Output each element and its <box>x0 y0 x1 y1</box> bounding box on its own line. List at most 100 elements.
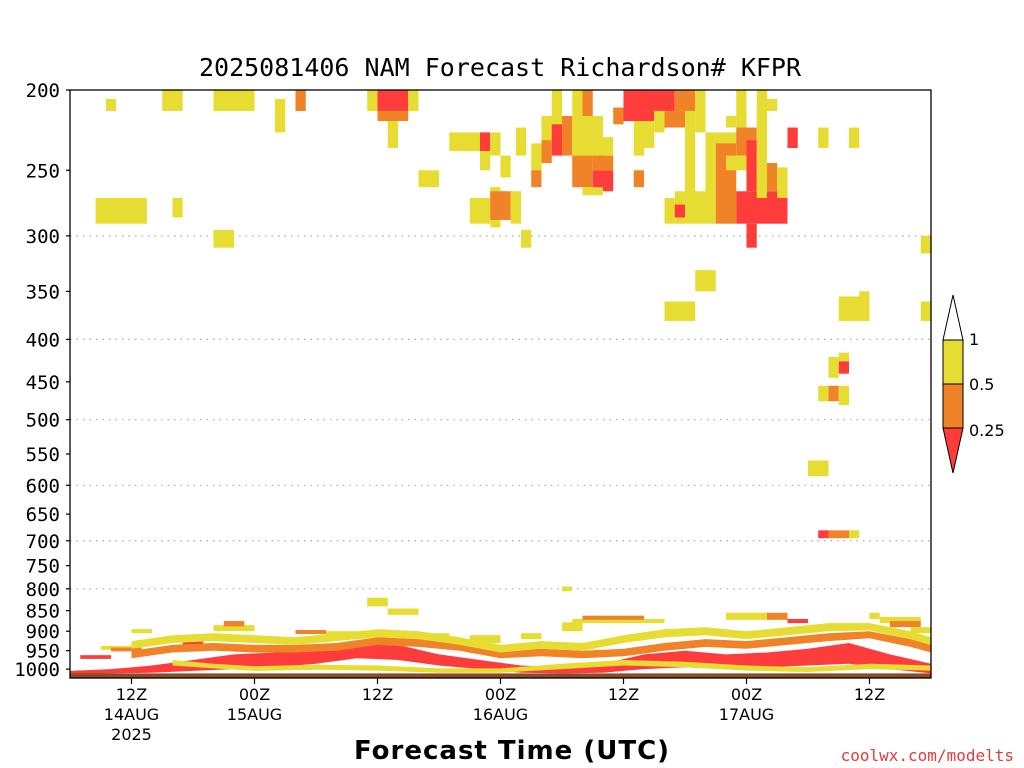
ri-cell-100 <box>387 608 419 615</box>
y-tick-label-950: 950 <box>26 641 60 663</box>
x-tick-label-42-1: 16AUG <box>473 705 528 724</box>
y-tick-label-650: 650 <box>26 504 60 526</box>
ri-band-3 <box>172 660 931 673</box>
y-tick-label-200: 200 <box>26 80 60 102</box>
x-tick-label-6-0: 12Z <box>116 685 147 704</box>
ri-cell-59 <box>715 140 737 224</box>
y-tick-label-350: 350 <box>26 281 60 303</box>
ri-cell-43 <box>644 90 675 111</box>
colorbar-box-yellow <box>942 339 964 385</box>
ri-cell-104 <box>879 616 921 624</box>
ri-cell-76 <box>695 270 716 292</box>
ri-cell-94 <box>767 612 788 620</box>
ri-cell-58 <box>705 132 716 224</box>
ri-cell-99 <box>367 597 388 607</box>
ri-cell-3 <box>275 98 286 133</box>
ri-cell-92 <box>562 586 573 592</box>
colorbar-lower-arrow <box>942 427 964 474</box>
ri-cell-36 <box>572 155 593 188</box>
ri-cell-31 <box>551 124 562 156</box>
ri-cell-6 <box>377 90 409 111</box>
ri-cell-97 <box>582 615 644 620</box>
ri-cell-85 <box>818 385 829 402</box>
ri-cell-108 <box>223 621 245 627</box>
ri-cell-111 <box>111 647 142 652</box>
ri-cell-81 <box>920 301 931 321</box>
ri-cell-65 <box>746 140 757 192</box>
ri-cell-71 <box>767 98 778 111</box>
ri-cell-90 <box>828 530 849 539</box>
ri-cell-87 <box>838 385 849 406</box>
ri-cell-77 <box>664 301 696 321</box>
ri-band-1 <box>131 631 931 659</box>
ri-cell-107 <box>213 625 255 632</box>
ri-cell-72 <box>777 167 788 198</box>
ri-cell-2 <box>213 90 255 111</box>
ri-cell-11 <box>172 197 183 218</box>
ri-cell-74 <box>818 127 829 149</box>
ri-cell-44 <box>674 90 696 111</box>
x-tick-label-18-0: 00Z <box>239 685 270 704</box>
ri-cell-103 <box>869 612 880 620</box>
ri-cell-27 <box>531 170 542 188</box>
ri-cell-26 <box>531 143 542 171</box>
pressure-axis: 200 250 300 350 400 450 500 550 600 650 700 7508008… <box>14 80 70 681</box>
ri-cell-20 <box>469 197 491 224</box>
ri-cell-17 <box>480 151 491 171</box>
ri-cell-23 <box>490 219 501 228</box>
ri-cell-80 <box>920 235 931 254</box>
colorbar-label-1: 0.5 <box>969 375 994 394</box>
ri-cell-84 <box>838 352 849 362</box>
x-tick-label-6-1: 14AUG <box>104 705 159 724</box>
ri-cell-95 <box>787 619 808 624</box>
ri-cell-79 <box>859 291 870 302</box>
colorbar-upper-arrow <box>942 294 964 341</box>
ri-cell-88 <box>808 460 829 477</box>
ri-cell-67 <box>746 223 757 248</box>
ri-cell-32 <box>562 116 573 156</box>
y-tick-label-400: 400 <box>26 329 60 351</box>
ri-cell-40 <box>603 137 614 156</box>
ri-cell-28 <box>541 127 552 164</box>
colorbar-label-0: 1 <box>969 330 979 349</box>
credit-watermark: coolwx.com/modelts <box>841 746 1014 765</box>
ri-cell-106 <box>910 627 931 634</box>
ri-cell-52 <box>685 110 696 149</box>
x-tick-label-42-0: 00Z <box>485 685 516 704</box>
y-tick-label-300: 300 <box>26 226 60 248</box>
ri-cell-5 <box>367 90 378 111</box>
ri-cell-10 <box>95 197 147 224</box>
y-tick-label-800: 800 <box>26 579 60 601</box>
ri-cell-22 <box>510 191 521 224</box>
ri-cell-60 <box>715 132 737 144</box>
ri-cell-48 <box>633 170 644 188</box>
colorbar-legend: 1 0.5 0.25 <box>942 294 1005 474</box>
ri-cell-51 <box>664 110 685 128</box>
y-tick-label-750: 750 <box>26 556 60 578</box>
y-tick-label-450: 450 <box>26 372 60 394</box>
ri-cell-38 <box>592 155 614 171</box>
ri-cell-105 <box>890 621 921 628</box>
ri-cell-15 <box>480 132 491 152</box>
ri-cell-9 <box>387 121 398 149</box>
ri-cell-61 <box>736 90 747 128</box>
ri-cell-69 <box>756 110 767 198</box>
ri-cell-102 <box>521 633 542 640</box>
ri-cell-101 <box>469 635 501 644</box>
ri-cell-50 <box>654 110 665 133</box>
ri-cell-13 <box>418 170 439 188</box>
ri-cell-96 <box>572 619 665 624</box>
y-tick-label-250: 250 <box>26 160 60 182</box>
ri-cell-49 <box>644 121 655 149</box>
plot-frame <box>69 89 932 679</box>
ri-cell-82 <box>828 356 839 378</box>
ri-cell-54 <box>664 197 675 224</box>
ri-cell-0 <box>105 98 117 111</box>
ri-cell-29 <box>551 90 562 125</box>
ri-cell-21 <box>490 191 511 220</box>
y-tick-label-900: 900 <box>26 621 60 643</box>
ri-cell-4 <box>295 90 306 111</box>
y-tick-label-700: 700 <box>26 531 60 553</box>
ri-cell-91 <box>849 530 860 539</box>
